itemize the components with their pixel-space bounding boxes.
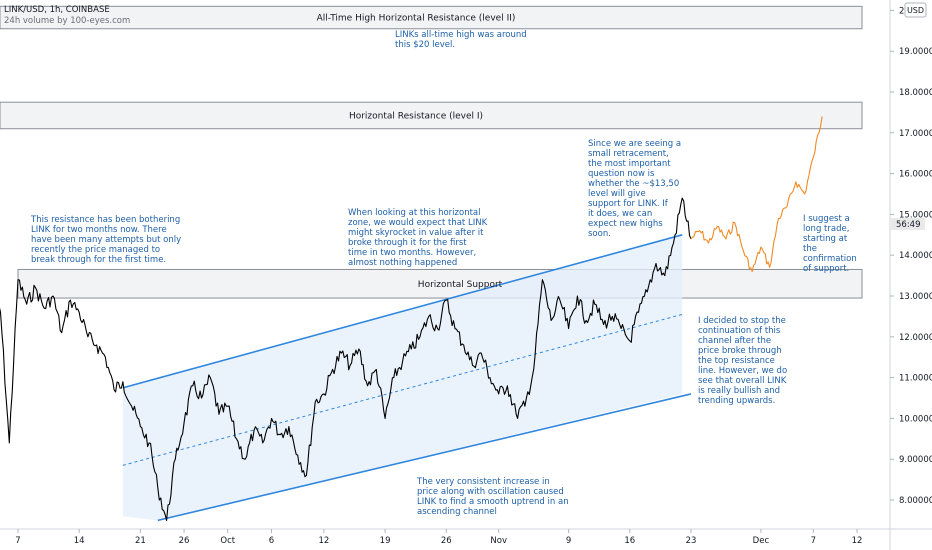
y-axis: 8.00000 9.00000 10.00000 11.00000 12.00000 13… (890, 6, 932, 506)
y-tick-label: 11.00000 (899, 374, 932, 384)
y-tick-label: 8.00000 (899, 496, 932, 506)
x-tick-label: 16 (624, 536, 635, 546)
currency-badge[interactable] (904, 2, 927, 18)
x-tick-label: 14 (74, 536, 85, 546)
note-horizontal-zone: When looking at this horizontal zone, we … (348, 208, 488, 268)
zone-rect (0, 101, 863, 130)
x-tick-label: 19 (380, 536, 391, 546)
zone-rect (17, 268, 863, 299)
note-resistance-bother: This resistance has been bothering LINK f… (30, 215, 181, 265)
zone-rect (0, 5, 863, 30)
x-tick-label: Oct (220, 536, 235, 546)
x-tick-label: 9 (566, 536, 571, 546)
y-tick-label: 14.00000 (899, 251, 932, 261)
y-tick-label: 16.00000 (899, 170, 932, 180)
x-tick-label: 12 (318, 536, 329, 546)
x-tick-label: 26 (441, 536, 452, 546)
x-tick-label: 12 (852, 536, 863, 546)
note-ath: LINKs all-time high was around this $20 l… (395, 30, 527, 50)
price-tag-label: 56:49 (896, 220, 921, 230)
symbol-header: LINK/USD, 1h, COINBASE (4, 5, 110, 15)
y-tick-label: 20 (899, 6, 910, 16)
channel-fill (122, 234, 683, 521)
forecast-line (690, 116, 823, 273)
note-long-trade: I suggest a long trade, starting at the conf… (803, 214, 857, 274)
zone-label-support: Horizontal Support (418, 280, 503, 290)
x-tick-label: Dec (753, 536, 770, 546)
zone-label-resistance: Horizontal Resistance (level I) (349, 111, 483, 121)
note-uptrend: The very consistent increase in price alo… (416, 477, 569, 517)
price-tag (891, 218, 925, 230)
x-tick-label: 7 (15, 536, 20, 546)
x-tick-label: Nov (490, 536, 507, 546)
y-tick-label: 17.00000 (899, 129, 932, 139)
zone-label-ath: All-Time High Horizontal Resistance (lev… (317, 14, 516, 24)
channel-mid-line (122, 313, 683, 466)
channel-lower-line (157, 393, 692, 522)
x-tick-label: 21 (135, 536, 146, 546)
x-tick-label: 6 (269, 536, 274, 546)
note-channel-stop: I decided to stop the continuation of thi… (698, 316, 787, 406)
y-tick-label: 9.00000 (899, 455, 932, 465)
volume-header: 24h volume by 100-eyes.com (4, 16, 130, 26)
channel-upper-line (122, 234, 683, 389)
y-tick-label: 13.00000 (899, 292, 932, 302)
zones-layer (0, 5, 863, 299)
y-tick-label: 15.00000 (899, 210, 932, 220)
y-tick-label: 12.00000 (899, 333, 932, 343)
x-tick-label: 7 (811, 536, 816, 546)
price-line (0, 197, 692, 521)
series-layer (0, 116, 823, 521)
y-tick-label: 10.00000 (899, 414, 932, 424)
x-tick-label: 26 (179, 536, 190, 546)
y-tick-label: 18.00000 (899, 88, 932, 98)
x-tick-label: 23 (686, 536, 697, 546)
note-retracement: Since we are seeing a small retracement, t… (588, 139, 681, 239)
y-tick-label: 19.00000 (899, 47, 932, 57)
currency-badge-label: USD (907, 6, 924, 15)
x-axis: 7 14 21 26 Oct 6 12 19 26 Nov 9 16 23 Dec 7 12 (15, 529, 862, 546)
channel-layer (122, 234, 692, 522)
